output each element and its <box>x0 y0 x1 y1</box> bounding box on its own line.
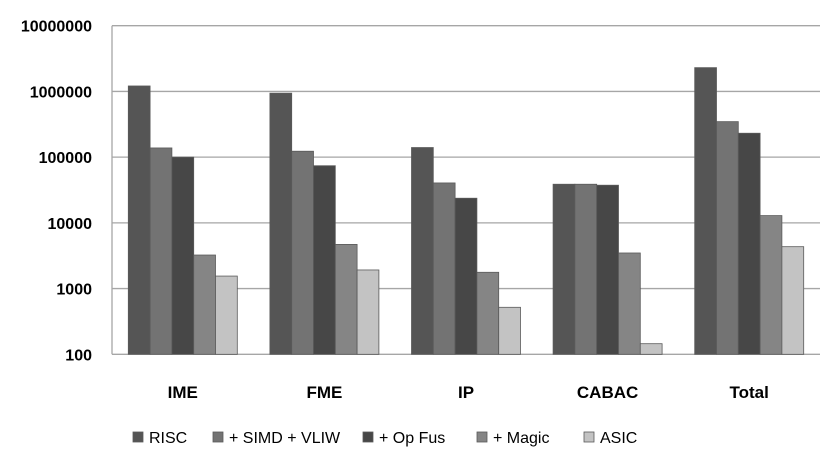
legend-swatch <box>132 431 144 443</box>
bar-ip-1 <box>432 182 456 355</box>
bar-ip-3 <box>476 271 500 355</box>
y-tick-label: 10000000 <box>21 19 92 36</box>
bar-cabac-1 <box>574 183 598 355</box>
y-tick-label: 1000000 <box>30 84 92 101</box>
bar-cabac-2 <box>596 184 619 355</box>
bar-cabac-0 <box>552 183 576 355</box>
legend-label: + Op Fus <box>379 430 445 447</box>
x-tick-label: CABAC <box>577 383 638 402</box>
bar-total-1 <box>716 121 739 355</box>
legend-label: ASIC <box>600 430 637 447</box>
bar-ip-4 <box>498 306 521 355</box>
bar-total-0 <box>694 67 717 355</box>
bar-cabac-3 <box>618 252 641 355</box>
x-tick-label: FME <box>306 383 342 402</box>
legend-label: + SIMD + VLIW <box>229 430 341 447</box>
bar-ime-0 <box>127 85 151 355</box>
bar-ime-4 <box>215 275 238 355</box>
legend-label: RISC <box>149 430 187 447</box>
bar-ime-3 <box>193 254 216 355</box>
legend-swatch <box>476 431 488 443</box>
bar-ip-0 <box>411 147 434 355</box>
bar-fme-3 <box>334 244 358 355</box>
legend-swatch <box>212 431 224 443</box>
bar-total-4 <box>781 246 805 355</box>
legend-swatch <box>362 431 374 443</box>
bar-total-2 <box>737 132 761 355</box>
legend-label: + Magic <box>493 430 549 447</box>
bar-fme-1 <box>291 150 314 355</box>
y-tick-label: 10000 <box>48 216 93 233</box>
bar-fme-0 <box>269 92 293 355</box>
legend-swatch <box>583 431 595 443</box>
bar-ip-2 <box>454 197 478 355</box>
bar-ime-1 <box>149 147 173 355</box>
bar-total-3 <box>759 215 783 355</box>
bar-fme-4 <box>356 269 380 355</box>
y-tick-label: 1000 <box>56 282 92 299</box>
y-tick-label: 100 <box>65 347 92 364</box>
y-tick-label: 100000 <box>39 150 92 167</box>
x-tick-label: Total <box>730 383 769 402</box>
x-tick-label: IME <box>168 383 198 402</box>
bar-cabac-4 <box>639 343 663 355</box>
bar-fme-2 <box>313 165 336 355</box>
x-tick-label: IP <box>458 383 474 402</box>
bar-ime-2 <box>171 156 195 355</box>
